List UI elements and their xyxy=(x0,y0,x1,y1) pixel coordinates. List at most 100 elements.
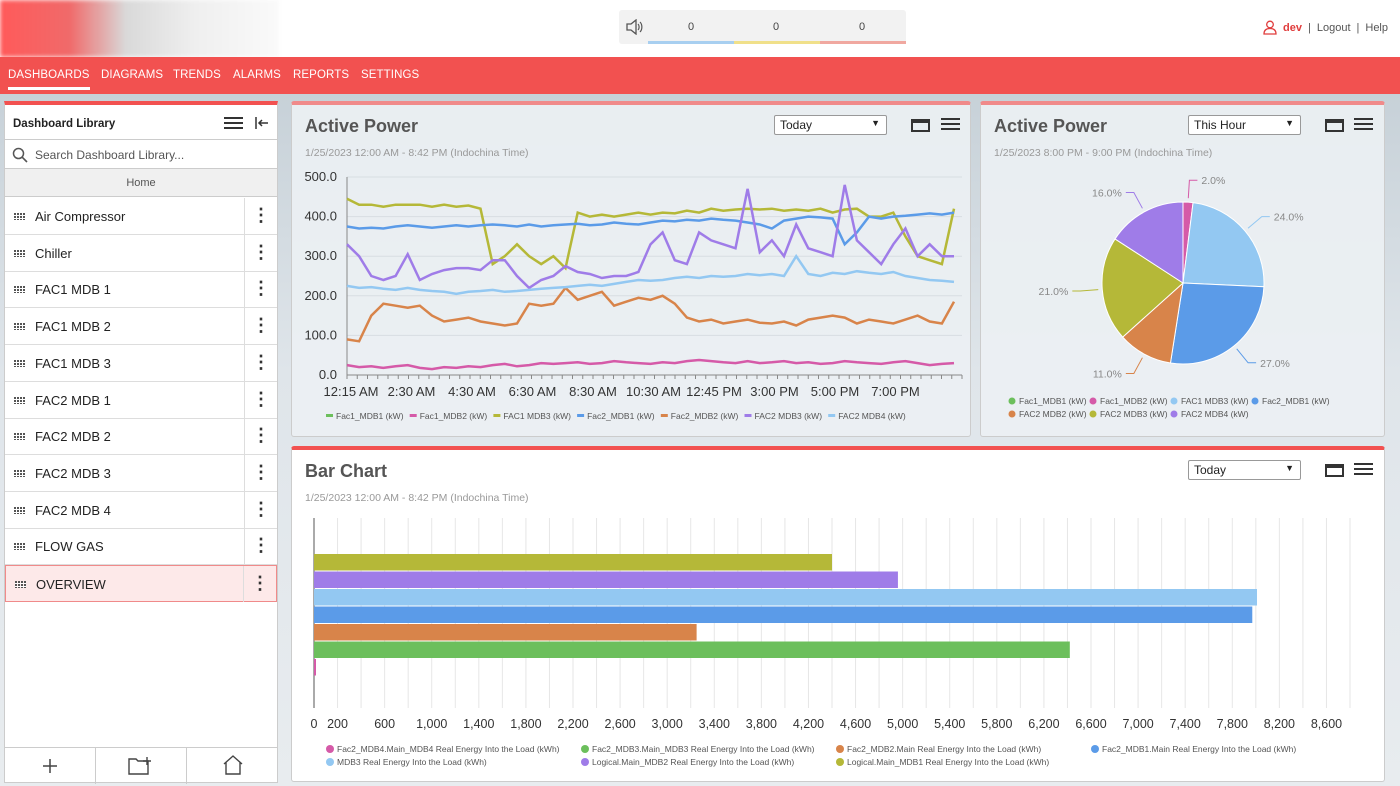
legend-label: FAC2 MDB3 (kW) xyxy=(755,411,823,421)
menu-icon[interactable] xyxy=(1354,118,1373,131)
sidebar-item[interactable]: FAC2 MDB 3 ⋮ xyxy=(5,454,277,492)
x-tick-label: 4:30 AM xyxy=(448,384,496,399)
nav-trends[interactable]: TRENDS xyxy=(173,69,221,81)
line-chart: 500.0 400.0 300.0 200.0 100.0 0.0 12:15 AM 2:30… xyxy=(304,169,963,421)
more-options-icon[interactable]: ⋮ xyxy=(244,491,277,528)
sidebar-item[interactable]: FAC1 MDB 2 ⋮ xyxy=(5,308,277,346)
search-input[interactable] xyxy=(35,146,265,164)
maximize-icon[interactable] xyxy=(911,119,930,132)
sidebar-footer xyxy=(5,747,278,784)
time-range-select[interactable]: This Hour ▼ xyxy=(1188,115,1301,135)
menu-icon[interactable] xyxy=(1354,463,1373,476)
dashboard-grid-icon xyxy=(14,249,25,257)
more-options-icon[interactable]: ⋮ xyxy=(243,566,276,602)
bar-chart-panel: Bar Chart 1/25/2023 12:00 AM - 8:42 PM (… xyxy=(291,446,1385,782)
legend-label: FAC2 MDB4 (kW) xyxy=(838,411,906,421)
pie-slice xyxy=(1182,202,1265,288)
legend-swatch xyxy=(493,414,501,417)
alarm-counters[interactable]: 0 0 0 xyxy=(619,10,906,44)
sidebar-item-label: FAC2 MDB 1 xyxy=(35,392,111,408)
logout-link[interactable]: Logout xyxy=(1316,21,1351,34)
home-breadcrumb[interactable]: Home xyxy=(5,169,277,197)
more-options-icon[interactable]: ⋮ xyxy=(244,198,277,234)
x-tick-label: 6,200 xyxy=(1028,717,1059,731)
more-options-icon[interactable]: ⋮ xyxy=(244,271,277,308)
pie-data-label: 16.0% xyxy=(1092,187,1122,199)
pie-data-label: 24.0% xyxy=(1274,212,1304,224)
dashboard-grid-icon xyxy=(14,213,25,220)
add-dashboard-button[interactable] xyxy=(5,748,96,784)
legend-label: MDB3 Real Energy Into the Load (kWh) xyxy=(337,757,487,767)
bar-chart: 0 200 600 1,000 1,400 1,800 2,200 2,600 3,000 3,4… xyxy=(311,518,1351,767)
speaker-icon[interactable] xyxy=(625,19,643,35)
nav-reports[interactable]: REPORTS xyxy=(293,69,350,81)
sidebar-item[interactable]: FAC2 MDB 1 ⋮ xyxy=(5,381,277,419)
x-tick-label: 5,400 xyxy=(934,717,965,731)
maximize-icon[interactable] xyxy=(1325,464,1344,477)
x-tick-label: 7,400 xyxy=(1170,717,1201,731)
time-range-value: Today xyxy=(780,118,813,132)
nav-dashboards[interactable]: DASHBOARDS xyxy=(8,69,90,90)
more-options-icon[interactable]: ⋮ xyxy=(244,454,277,491)
legend-label: FAC2 MDB2 (kW) xyxy=(1019,409,1087,419)
x-tick-label: 6:30 AM xyxy=(509,384,557,399)
x-tick-label: 12:45 PM xyxy=(686,384,742,399)
series-line xyxy=(346,211,955,247)
sidebar-item[interactable]: FAC2 MDB 2 ⋮ xyxy=(5,418,277,456)
bar xyxy=(314,554,832,571)
help-link[interactable]: Help xyxy=(1365,21,1388,34)
legend-swatch xyxy=(828,414,836,417)
x-tick-label: 1,000 xyxy=(416,717,447,731)
legend-label: Fac2_MDB1 (kW) xyxy=(587,411,655,421)
sidebar-item[interactable]: FAC1 MDB 3 ⋮ xyxy=(5,344,277,382)
legend-swatch xyxy=(326,745,334,753)
sidebar-item[interactable]: OVERVIEW ⋮ xyxy=(5,565,277,602)
dashboard-grid-icon xyxy=(14,543,25,551)
sidebar-item[interactable]: FAC1 MDB 1 ⋮ xyxy=(5,271,277,309)
panel-subtitle: 1/25/2023 8:00 PM - 9:00 PM (Indochina T… xyxy=(994,147,1213,159)
nav-diagrams[interactable]: DIAGRAMS xyxy=(101,69,164,81)
menu-icon[interactable] xyxy=(941,118,960,131)
time-range-select[interactable]: Today ▼ xyxy=(1188,460,1301,480)
y-tick-label: 100.0 xyxy=(304,327,337,342)
bar xyxy=(314,641,1070,658)
username[interactable]: dev xyxy=(1283,21,1302,34)
legend-swatch xyxy=(1170,410,1178,418)
legend-label: Fac2_MDB2 (kW) xyxy=(671,411,739,421)
legend-swatch xyxy=(836,745,844,753)
time-range-select[interactable]: Today ▼ xyxy=(774,115,887,135)
panel-title: Active Power xyxy=(305,116,419,136)
legend-label: FAC2 MDB4 (kW) xyxy=(1181,409,1249,419)
pie-data-label: 27.0% xyxy=(1260,358,1290,370)
maximize-icon[interactable] xyxy=(1325,119,1344,132)
sidebar-item-label: OVERVIEW xyxy=(36,577,106,592)
chevron-down-icon: ▼ xyxy=(871,118,880,128)
pie-leader-line xyxy=(1072,289,1099,292)
x-tick-label: 1,800 xyxy=(510,717,541,731)
legend-swatch xyxy=(744,414,752,417)
sidebar-item[interactable]: Air Compressor ⋮ xyxy=(5,198,277,235)
more-options-icon[interactable]: ⋮ xyxy=(244,308,277,345)
more-options-icon[interactable]: ⋮ xyxy=(244,344,277,381)
home-button[interactable] xyxy=(187,748,278,784)
collapse-sidebar-icon[interactable] xyxy=(255,116,269,130)
library-title: Dashboard Library xyxy=(13,118,116,130)
more-options-icon[interactable]: ⋮ xyxy=(244,234,277,271)
nav-alarms[interactable]: ALARMS xyxy=(233,69,281,81)
legend-label: Fac1_MDB2 (kW) xyxy=(420,411,488,421)
sidebar-item[interactable]: Chiller ⋮ xyxy=(5,234,277,272)
sidebar-item-label: FLOW GAS xyxy=(35,539,104,555)
x-tick-label: 0 xyxy=(311,717,318,731)
search-icon xyxy=(12,147,28,163)
counter-2: 0 xyxy=(772,21,780,33)
sidebar-item[interactable]: FLOW GAS ⋮ xyxy=(5,528,277,566)
more-options-icon[interactable]: ⋮ xyxy=(244,381,277,418)
list-view-icon[interactable] xyxy=(224,117,243,130)
nav-settings[interactable]: SETTINGS xyxy=(361,69,420,81)
more-options-icon[interactable]: ⋮ xyxy=(244,528,277,565)
add-folder-button[interactable] xyxy=(96,748,187,784)
sidebar-item-label: Air Compressor xyxy=(35,209,126,224)
more-options-icon[interactable]: ⋮ xyxy=(244,418,277,455)
x-tick-label: 7:00 PM xyxy=(871,384,919,399)
sidebar-item[interactable]: FAC2 MDB 4 ⋮ xyxy=(5,491,277,529)
